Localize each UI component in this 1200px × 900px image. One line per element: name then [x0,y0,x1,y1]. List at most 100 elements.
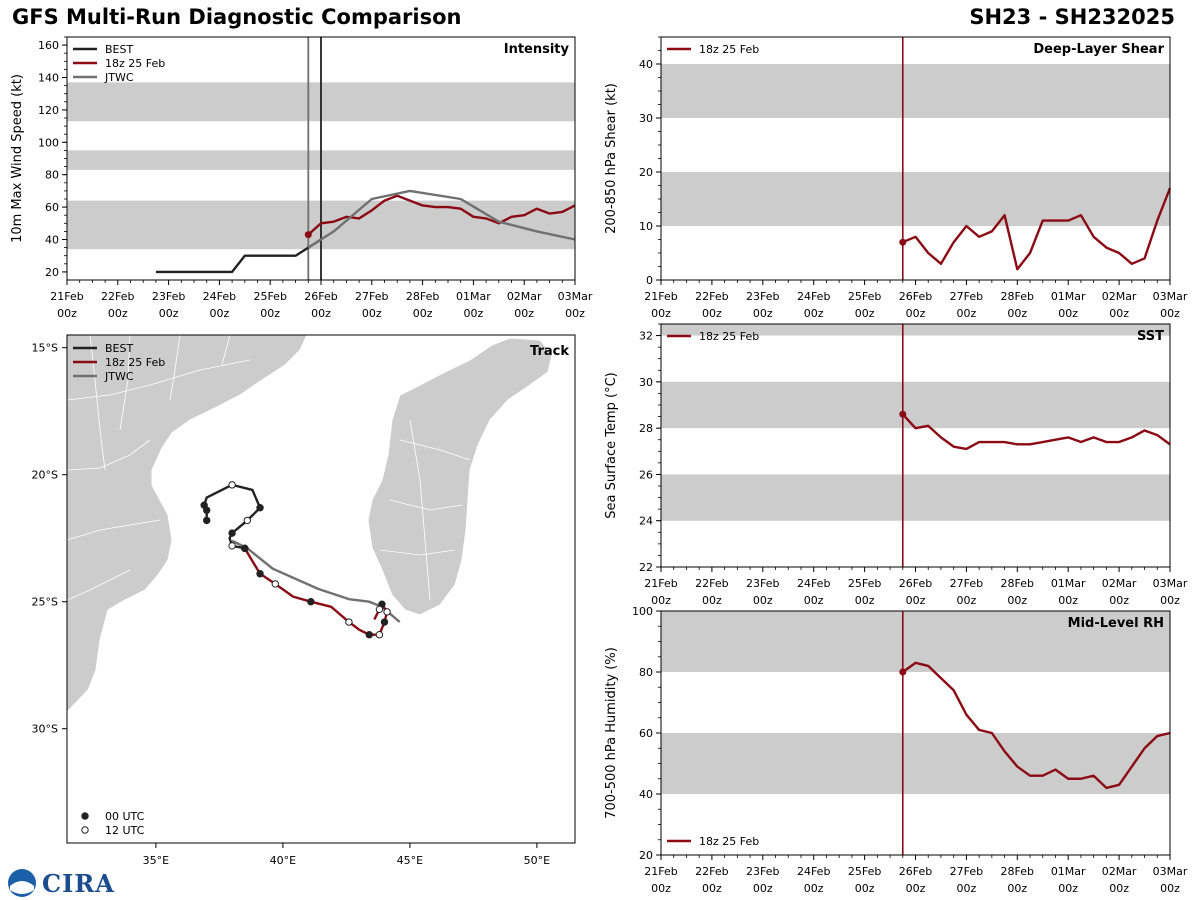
track-marker-12utc [228,481,236,489]
shear-xtick-label-hour: 00z [804,307,824,320]
rh-xtick-label: 01Mar [1051,865,1086,878]
rh-ytick-label: 20 [639,849,653,862]
track-xtick-label: 40°E [270,854,296,867]
sst-legend-label: 18z 25 Feb [699,330,759,343]
shear-panel: 0 10 20 30 40 21Feb 00z 22Feb 00z 23Feb 00z 24Feb 00… [604,36,1188,320]
track-marker-00utc [256,570,264,578]
shear-xtick-label: 28Feb [1001,290,1034,303]
intensity-xtick-label-hour: 00z [57,307,77,320]
sst-xtick-label: 23Feb [746,577,779,590]
rh-xtick-label-hour: 00z [1007,882,1027,895]
sst-xtick-label: 27Feb [950,577,983,590]
intensity-ytick-label: 140 [38,72,59,85]
shear-xtick-label-hour: 00z [651,307,671,320]
intensity-xtick-label: 01Mar [456,290,491,303]
shear-ytick-label: 0 [646,274,653,287]
track-ytick-label: 20°S [32,469,58,482]
shear-ytick-label: 40 [639,58,653,71]
africa-landmass [67,335,308,713]
shear-xtick-label-hour: 00z [957,307,977,320]
shear-xtick-label: 27Feb [950,290,983,303]
shear-title: Deep-Layer Shear [1033,42,1164,57]
sst-xtick-label: 03Mar [1153,577,1188,590]
rh-xtick-label-hour: 00z [957,882,977,895]
intensity-xtick-label-hour: 00z [514,307,534,320]
track-legend-label: JTWC [104,370,134,383]
shear-xtick-label-hour: 00z [855,307,875,320]
sst-init-point [899,410,907,418]
track-series-18z-25-feb [243,547,389,636]
sst-ytick-label: 24 [639,515,653,528]
track-xtick-label: 50°E [524,854,550,867]
intensity-xtick-label-hour: 00z [210,307,230,320]
shear-xtick-label: 24Feb [797,290,830,303]
sst-xtick-label: 25Feb [848,577,881,590]
rh-ytick-label: 100 [632,605,653,618]
sst-title: SST [1137,329,1164,344]
intensity-ylabel: 10m Max Wind Speed (kt) [10,74,25,243]
rh-series-18z-25-feb [902,661,1171,790]
storm-id: SH23 - SH232025 [969,5,1175,29]
shear-xtick-label-hour: 00z [1109,307,1129,320]
rh-xtick-label: 03Mar [1153,865,1188,878]
sst-xtick-label-hour: 00z [1007,594,1027,607]
intensity-xtick-label: 27Feb [355,290,388,303]
rh-xtick-label: 25Feb [848,865,881,878]
sst-band-2 [661,324,1170,336]
rh-xtick-label-hour: 00z [702,882,722,895]
sst-xtick-label: 01Mar [1051,577,1086,590]
intensity-ytick-label: 40 [45,234,59,247]
track-marker-12utc [243,516,252,525]
shear-xtick-label: 22Feb [695,290,728,303]
shear-ytick-label: 30 [639,112,653,125]
intensity-series-jtwc [307,189,576,249]
shear-band-1 [661,64,1170,118]
shear-xtick-label-hour: 00z [753,307,773,320]
track-marker-12utc [383,608,391,616]
sst-xtick-label: 21Feb [644,577,677,590]
rh-panel: 20 40 60 80 100 21Feb 00z 22Feb 00z 23Feb 00z 24Feb… [604,605,1188,895]
sst-xtick-label-hour: 00z [651,594,671,607]
shear-legend-label: 18z 25 Feb [699,43,759,56]
intensity-series-18z-25-feb [307,194,576,236]
shear-xtick-label: 23Feb [746,290,779,303]
shear-ytick-label: 10 [639,220,653,233]
track-marker-00utc [228,529,236,537]
cira-logo: CIRA [6,868,115,898]
shear-xtick-label: 25Feb [848,290,881,303]
track-legend-label: 18z 25 Feb [105,356,165,369]
track-marker-00utc [200,501,208,509]
intensity-xtick-label: 03Mar [558,290,593,303]
noaa-emblem-icon [8,869,36,897]
track-marker-legend-symbol [81,826,89,834]
rh-xtick-label: 28Feb [1001,865,1034,878]
rh-ytick-label: 40 [639,788,653,801]
sst-xtick-label-hour: 00z [1109,594,1129,607]
sst-xtick-label-hour: 00z [753,594,773,607]
track-series-best [202,483,262,550]
sst-xtick-label-hour: 00z [906,594,926,607]
sst-ytick-label: 28 [639,422,653,435]
sst-ytick-label: 22 [639,561,653,574]
rh-xtick-label: 26Feb [899,865,932,878]
rh-xtick-label-hour: 00z [753,882,773,895]
track-marker-legend-symbol [81,812,89,820]
track-ytick-label: 25°S [32,596,58,609]
shear-xtick-label: 02Mar [1102,290,1137,303]
track-marker-12utc [271,580,279,588]
intensity-ytick-label: 60 [45,201,59,214]
intensity-ytick-label: 120 [38,104,59,117]
intensity-xtick-label: 24Feb [203,290,236,303]
rh-xtick-label-hour: 00z [1109,882,1129,895]
sst-xtick-label-hour: 00z [957,594,977,607]
shear-series-18z-25-feb [902,187,1172,271]
sst-xtick-label-hour: 00z [1058,594,1078,607]
shear-xtick-label: 26Feb [899,290,932,303]
intensity-ytick-label: 160 [38,39,59,52]
rh-xtick-label-hour: 00z [1160,882,1180,895]
track-marker-00utc [365,631,373,639]
shear-xtick-label-hour: 00z [1160,307,1180,320]
sst-xtick-label: 24Feb [797,577,830,590]
track-marker-12utc [375,631,384,639]
track-marker-00utc [241,544,249,553]
